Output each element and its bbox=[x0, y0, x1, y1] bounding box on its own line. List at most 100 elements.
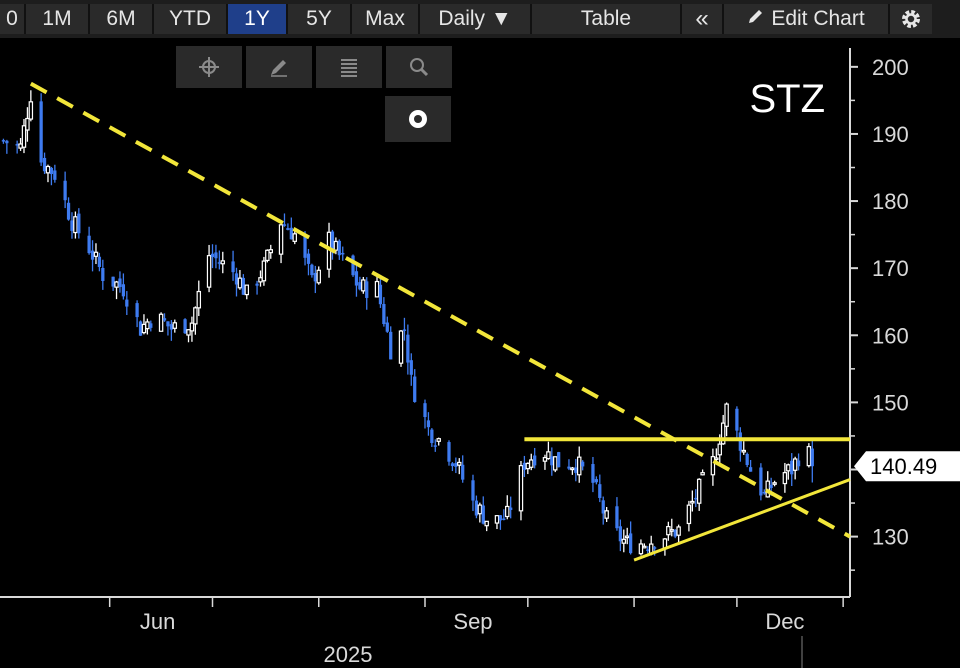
range-button-1y[interactable]: 1Y bbox=[228, 4, 288, 34]
candle-up bbox=[577, 456, 582, 476]
candle-down bbox=[581, 461, 585, 467]
pencil-icon[interactable] bbox=[246, 46, 312, 88]
candle-up bbox=[686, 504, 692, 525]
candle-down bbox=[426, 420, 431, 428]
candle-down bbox=[461, 464, 465, 480]
candle-down bbox=[378, 284, 383, 305]
candle-up bbox=[782, 472, 788, 485]
candle-up bbox=[553, 456, 558, 471]
candle-up bbox=[772, 482, 777, 485]
range-button-ytd[interactable]: YTD bbox=[154, 4, 228, 34]
zoom-icon[interactable] bbox=[386, 46, 452, 88]
candle-down bbox=[629, 533, 633, 554]
candle-down bbox=[5, 140, 9, 144]
candle-down bbox=[450, 463, 455, 467]
candle-down bbox=[234, 273, 239, 285]
candle-up bbox=[261, 260, 267, 282]
candle-up bbox=[25, 117, 30, 131]
candle-down bbox=[63, 180, 67, 201]
candle-up bbox=[720, 422, 726, 445]
candle-down bbox=[241, 277, 245, 295]
candle-up bbox=[193, 307, 198, 325]
y-tick-label: 180 bbox=[872, 189, 909, 214]
candle-down bbox=[389, 331, 393, 360]
price-chart[interactable]: 200 190 180 170 160 150 130 Jun Sep Dec 2025 STZ 140… bbox=[0, 38, 960, 668]
edit-chart-button[interactable]: Edit Chart bbox=[724, 4, 890, 34]
interval-dropdown[interactable]: Daily ▼ bbox=[420, 4, 532, 34]
candle-down bbox=[39, 101, 43, 163]
year-label: 2025 bbox=[324, 642, 373, 667]
candle-up bbox=[484, 520, 489, 527]
crosshair-icon[interactable] bbox=[176, 46, 242, 88]
candle-up bbox=[268, 249, 273, 254]
candle-up bbox=[333, 240, 339, 251]
candle-down bbox=[169, 324, 173, 330]
candle-down bbox=[574, 467, 578, 473]
candle-down bbox=[289, 227, 293, 240]
candle-down bbox=[149, 323, 153, 328]
candle-down bbox=[653, 547, 657, 549]
candle-up bbox=[374, 280, 380, 298]
candle-down bbox=[162, 318, 167, 321]
candle-up bbox=[710, 456, 716, 476]
range-button-1m[interactable]: 1M bbox=[26, 4, 90, 34]
candle-down bbox=[423, 403, 427, 418]
y-tick-label: 190 bbox=[872, 122, 909, 147]
candle-down bbox=[498, 515, 503, 521]
list-icon[interactable] bbox=[316, 46, 382, 88]
collapse-button[interactable]: « bbox=[682, 4, 724, 34]
candle-up bbox=[529, 459, 534, 468]
ticker-symbol: STZ bbox=[749, 77, 825, 121]
candle-down bbox=[402, 329, 407, 331]
candle-down bbox=[351, 255, 355, 276]
table-button[interactable]: Table bbox=[532, 4, 682, 34]
candle-up bbox=[505, 505, 510, 518]
candle-up bbox=[189, 322, 195, 332]
candle-down bbox=[454, 463, 458, 467]
candle-up bbox=[792, 458, 798, 471]
candle-down bbox=[557, 452, 561, 468]
range-button-5y[interactable]: 5Y bbox=[288, 4, 352, 34]
candle-up bbox=[141, 323, 147, 334]
candle-up bbox=[21, 125, 27, 148]
candle-down bbox=[77, 213, 81, 234]
candle-down bbox=[214, 252, 218, 259]
candle-up bbox=[244, 284, 250, 296]
x-tick-label: Sep bbox=[453, 609, 492, 634]
candle-down bbox=[286, 228, 290, 230]
candle-down bbox=[313, 272, 317, 282]
candle-down bbox=[481, 505, 485, 524]
rising-trendline bbox=[633, 478, 851, 562]
candle-down bbox=[615, 506, 619, 529]
candle-down bbox=[125, 299, 129, 307]
candle-down bbox=[748, 467, 753, 472]
chart-toolbar: 0 1M 6M YTD 1Y 5Y Max Daily ▼ Table « Edit Cha… bbox=[0, 0, 960, 38]
candle-down bbox=[385, 322, 389, 332]
candle-down bbox=[53, 170, 57, 180]
candle-up bbox=[237, 277, 243, 289]
candle-up bbox=[724, 403, 729, 427]
candle-down bbox=[796, 460, 801, 467]
drawing-tools bbox=[176, 46, 456, 88]
candle-up bbox=[717, 443, 722, 456]
candle-up bbox=[542, 457, 548, 462]
range-button-0[interactable]: 0 bbox=[0, 4, 26, 34]
candle-up bbox=[669, 529, 675, 532]
x-tick-label: Dec bbox=[765, 609, 804, 634]
candle-down bbox=[1, 140, 6, 142]
candle-down bbox=[183, 319, 187, 334]
candle-down bbox=[430, 429, 434, 444]
candle-up bbox=[186, 329, 191, 336]
range-button-6m[interactable]: 6M bbox=[90, 4, 154, 34]
range-button-max[interactable]: Max bbox=[352, 4, 420, 34]
candle-down bbox=[303, 233, 307, 258]
candle-up bbox=[518, 465, 524, 512]
candle-down bbox=[15, 144, 19, 146]
circle-icon[interactable] bbox=[385, 96, 451, 142]
candle-down bbox=[762, 491, 766, 494]
gear-icon[interactable] bbox=[890, 4, 932, 34]
range-selector: 0 1M 6M YTD 1Y 5Y Max bbox=[0, 4, 420, 34]
candle-down bbox=[790, 460, 794, 475]
candle-up bbox=[786, 464, 791, 472]
candle-down bbox=[601, 500, 605, 514]
